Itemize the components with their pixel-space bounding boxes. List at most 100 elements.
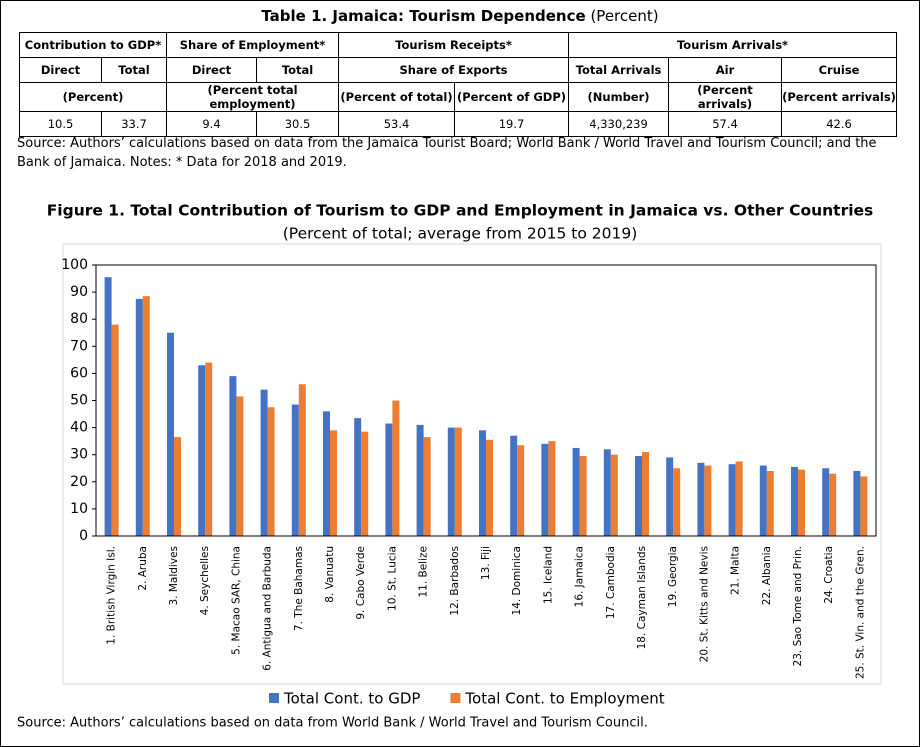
bar — [205, 362, 213, 536]
x-tick-label: 7. The Bahamas — [293, 546, 305, 631]
x-tick-label: 24. Croatia — [823, 546, 835, 604]
y-tick-label: 70 — [70, 338, 88, 354]
value-cell: 9.4 — [166, 111, 258, 137]
x-tick-label: 2. Aruba — [137, 546, 149, 591]
value-cell: 19.7 — [454, 111, 570, 137]
bar — [572, 447, 580, 536]
bar — [236, 396, 244, 536]
x-tick-label: 20. St. Kitts and Nevis — [698, 546, 710, 662]
bar — [860, 476, 868, 536]
bar — [392, 400, 400, 536]
bar — [635, 456, 642, 536]
chart-title: Figure 1. Total Contribution of Tourism … — [47, 202, 874, 220]
y-tick-label: 100 — [61, 257, 88, 273]
value-cell: 10.5 — [19, 111, 102, 137]
x-tick-label: 22. Albania — [761, 546, 773, 605]
y-tick-label: 60 — [70, 365, 88, 381]
header-cell: Contribution to GDP* — [18, 32, 168, 58]
bar — [486, 439, 493, 536]
plot-border — [95, 264, 877, 537]
unit-cell: (Percent of total) — [338, 82, 456, 112]
subheader-cell: Total — [100, 57, 168, 83]
x-tick-label: 21. Malta — [730, 546, 742, 595]
x-tick-label: 23. Sao Tome and Prin. — [792, 546, 804, 666]
legend-swatch — [450, 693, 461, 703]
chart-subtitle: (Percent of total; average from 2015 to … — [283, 225, 638, 243]
unit-cell: (Percent) — [18, 82, 168, 112]
bar — [330, 430, 337, 536]
x-tick-label: 11. Belize — [418, 546, 430, 598]
x-tick-label: 18. Cayman Islands — [636, 546, 648, 649]
bar — [479, 430, 486, 536]
y-tick-label: 10 — [70, 501, 88, 517]
x-tick-label: 17. Cambodia — [605, 546, 617, 619]
bar — [454, 427, 462, 536]
bar — [541, 443, 549, 536]
legend-label: Total Cont. to GDP — [283, 690, 420, 708]
bar — [735, 461, 743, 536]
x-tick-label: 1. British Virgin Isl. — [106, 546, 118, 645]
y-tick-label: 90 — [70, 284, 88, 300]
bar — [728, 464, 736, 536]
bar — [198, 365, 206, 536]
chart-frame — [62, 243, 882, 685]
bar — [174, 437, 181, 536]
bar — [704, 465, 712, 536]
x-tick-label: 10. St. Lucia — [386, 546, 398, 611]
value-cell: 57.4 — [668, 111, 783, 137]
bar — [673, 468, 681, 536]
header-cell: Share of Employment* — [166, 32, 340, 58]
bar — [104, 277, 112, 536]
subheader-cell: Share of Exports — [338, 57, 570, 83]
value-cell: 33.7 — [100, 111, 168, 137]
bar — [229, 376, 237, 536]
value-cell: 53.4 — [338, 111, 456, 137]
subheader-cell: Direct — [166, 57, 258, 83]
bar — [260, 389, 268, 536]
bar — [447, 427, 455, 536]
legend-label: Total Cont. to Employment — [464, 690, 664, 708]
bar — [791, 466, 798, 536]
x-tick-label: 12. Barbados — [449, 546, 461, 616]
bar — [167, 332, 174, 536]
subheader-cell: Air — [668, 57, 783, 83]
y-tick-label: 30 — [70, 447, 88, 463]
x-tick-label: 16. Jamaica — [574, 546, 586, 607]
bar — [111, 324, 119, 536]
bar — [642, 451, 649, 536]
unit-cell: (Percent total employment) — [166, 82, 340, 112]
unit-cell: (Percent arrivals) — [668, 82, 783, 112]
x-tick-label: 5. Macao SAR, China — [230, 546, 242, 655]
bar — [510, 435, 518, 536]
table-title-note: (Percent) — [590, 7, 659, 25]
x-tick-label: 6. Antigua and Barbuda — [262, 546, 274, 671]
y-tick-label: 20 — [70, 474, 88, 490]
bar — [579, 456, 587, 536]
x-tick-label: 15. Iceland — [542, 546, 554, 604]
y-tick-label: 40 — [70, 420, 88, 436]
y-tick-label: 50 — [70, 393, 88, 409]
x-tick-label: 8. Vanuatu — [324, 546, 336, 603]
table: Contribution to GDP* Share of Employment… — [18, 32, 898, 137]
value-cell: 42.6 — [781, 111, 898, 137]
subheader-cell: Total — [256, 57, 340, 83]
subheader-cell: Cruise — [781, 57, 898, 83]
bar — [291, 404, 299, 536]
table-title: Table 1. Jamaica: Tourism Dependence (Pe… — [1, 7, 919, 25]
subheader-cell: Direct — [19, 57, 102, 83]
y-tick-label: 80 — [70, 311, 88, 327]
value-cell: 30.5 — [256, 111, 340, 137]
x-tick-label: 3. Maldives — [168, 546, 180, 606]
bar — [361, 431, 369, 536]
bar — [323, 411, 330, 536]
bar — [267, 407, 275, 536]
bar — [135, 298, 143, 536]
subheader-cell: Total Arrivals — [568, 57, 670, 83]
chart-source: Source: Authors’ calculations based on d… — [17, 716, 648, 731]
bar — [822, 468, 830, 536]
x-tick-label: 25. St. Vin. and the Gren. — [854, 546, 866, 679]
bar — [829, 473, 837, 536]
legend-swatch — [269, 693, 279, 703]
bar — [798, 469, 805, 536]
